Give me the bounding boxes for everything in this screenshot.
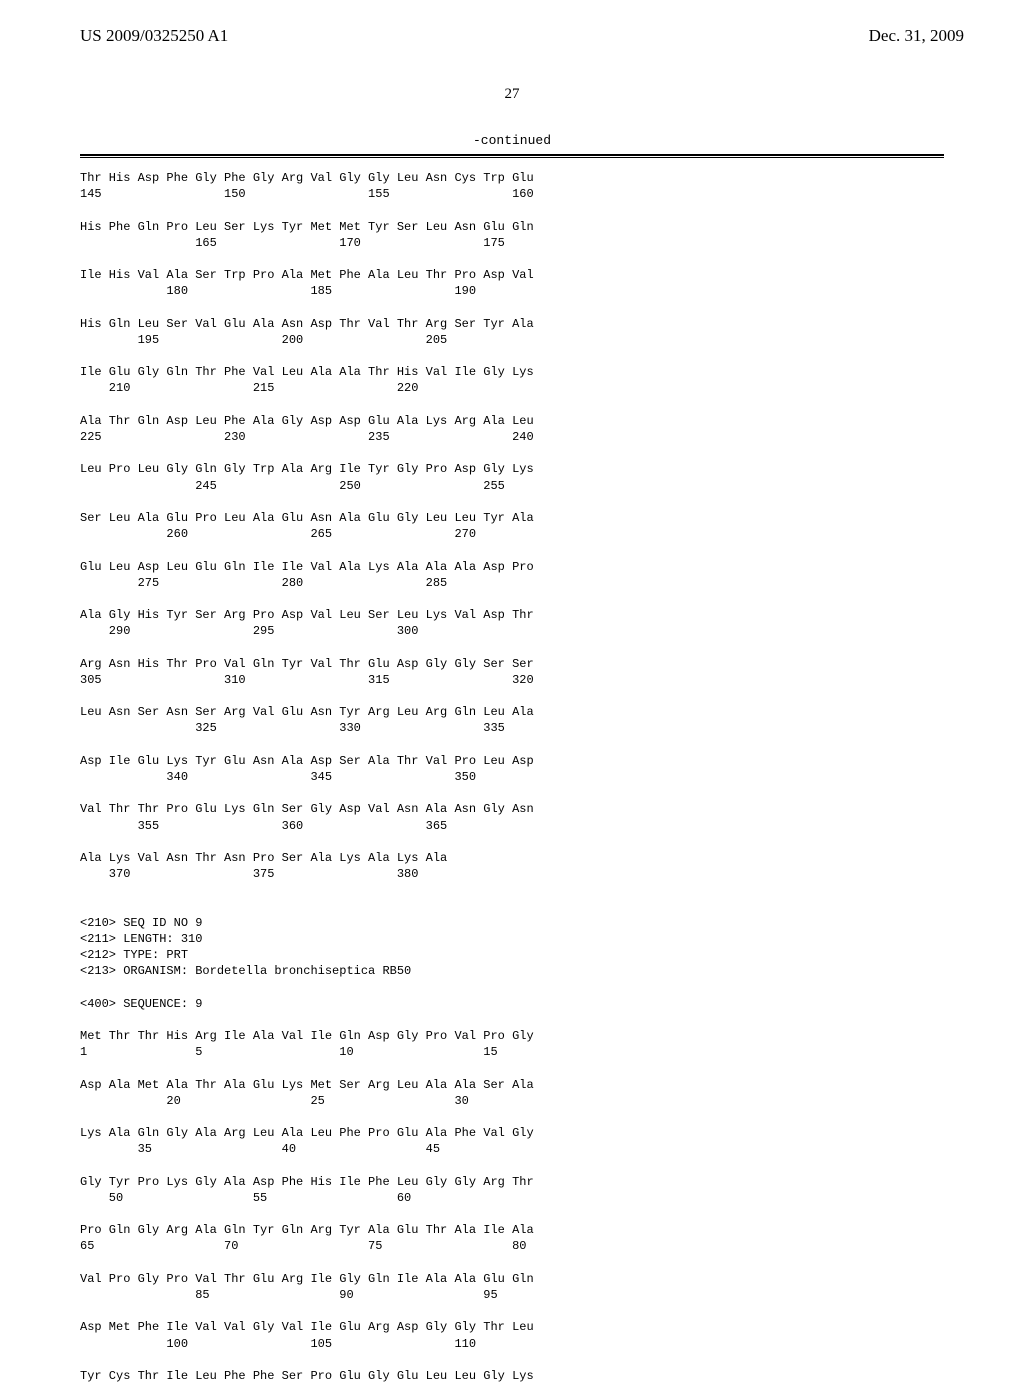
sequence-listing: Thr His Asp Phe Gly Phe Gly Arg Val Gly … — [80, 170, 1024, 1384]
rule-thin — [80, 157, 944, 158]
continued-label: -continued — [80, 133, 944, 150]
publication-date: Dec. 31, 2009 — [869, 26, 964, 46]
publication-number: US 2009/0325250 A1 — [80, 26, 228, 46]
rule-thick — [80, 154, 944, 156]
page-number: 27 — [0, 86, 1024, 103]
continued-block: -continued — [80, 133, 944, 158]
page-header: US 2009/0325250 A1 Dec. 31, 2009 — [0, 0, 1024, 46]
